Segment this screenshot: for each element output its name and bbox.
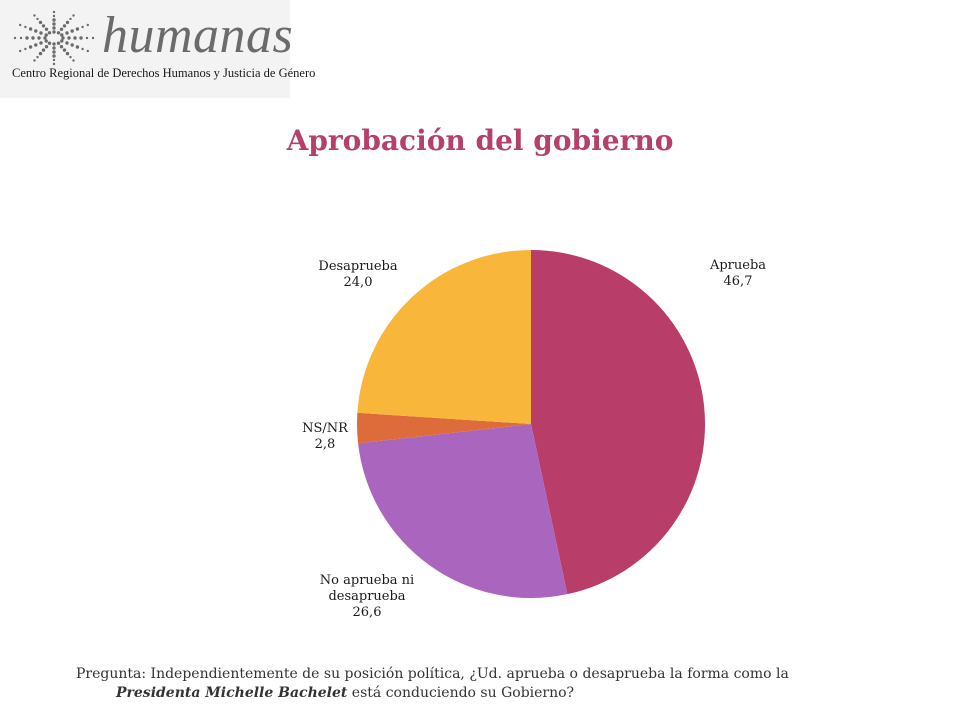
logo-dot — [19, 36, 23, 40]
logo-dot — [59, 27, 64, 31]
logo-dot — [52, 14, 56, 18]
logo-dot — [33, 14, 36, 17]
logo-dot — [56, 31, 61, 35]
logo-dot — [65, 41, 69, 45]
logo-dot — [61, 36, 65, 40]
logo-dot — [69, 55, 72, 59]
logo-dot — [52, 46, 56, 50]
logo-dot — [69, 17, 72, 21]
logo-dot — [44, 45, 49, 49]
question-line-1: Pregunta: Independientemente de su posic… — [76, 666, 789, 682]
logo-dot — [52, 18, 56, 22]
logo-dot — [38, 20, 43, 25]
pie-slice — [358, 424, 568, 599]
pie-slice — [357, 412, 531, 444]
chart-title: Aprobación del gobierno — [286, 124, 674, 157]
question-suffix: está conduciendo su Gobierno? — [347, 685, 575, 701]
question-text: Pregunta: Independientemente de su posic… — [76, 665, 936, 703]
logo-dot — [37, 36, 41, 40]
logo-dot — [36, 17, 39, 21]
logo-dot — [75, 27, 80, 31]
logo-dot — [25, 36, 29, 40]
logo-dot — [41, 48, 46, 52]
logo-dot — [60, 33, 64, 37]
logo-dot — [60, 39, 64, 43]
slice-label: NS/NR 2,8 — [302, 421, 349, 452]
logo-dot — [28, 27, 33, 31]
logo-dot — [19, 23, 22, 27]
logo-dot — [39, 41, 43, 45]
logo-dot — [34, 43, 38, 47]
slice-label: Desaprueba 24,0 — [318, 259, 397, 290]
logo-dot — [28, 45, 33, 49]
pie-slice — [357, 250, 531, 424]
logo-dot — [62, 48, 67, 52]
logo: humanas Centro Regional de Derechos Huma… — [0, 0, 316, 98]
slice-label: No aprueba ni desaprueba 26,6 — [320, 573, 414, 620]
logo-dot — [47, 41, 52, 45]
logo-dot — [19, 49, 22, 53]
logo-dot — [62, 24, 67, 28]
logo-dot — [52, 58, 56, 62]
logo-dot — [39, 31, 43, 35]
humanas-dotted-star-icon — [13, 10, 95, 66]
logo-dot — [33, 59, 36, 62]
logo-dot — [86, 23, 90, 27]
logo-dot — [52, 42, 56, 46]
logo-dot — [65, 20, 70, 25]
logo-wordmark: humanas — [102, 7, 294, 64]
logo-dot — [81, 25, 84, 29]
logo-dot — [13, 36, 17, 40]
logo-dot — [91, 36, 95, 40]
logo-subtitle: Centro Regional de Derechos Humanos y Ju… — [12, 66, 316, 80]
logo-dot — [65, 51, 70, 56]
logo-dot — [70, 29, 74, 33]
logo-dot — [73, 36, 77, 40]
logo-dot — [47, 31, 52, 35]
logo-dot — [85, 36, 89, 40]
logo-dot — [52, 30, 56, 34]
logo-dot — [52, 26, 56, 30]
logo-dot — [24, 25, 27, 29]
logo-dot — [81, 47, 84, 51]
question-line-2: Presidenta Michelle Bachelet está conduc… — [76, 684, 936, 703]
logo-dot — [52, 10, 56, 14]
logo-dot — [34, 29, 38, 33]
logo-dot — [56, 41, 61, 45]
slice-label: Aprueba 46,7 — [709, 258, 766, 289]
logo-dot — [72, 59, 75, 62]
logo-dot — [52, 22, 56, 26]
logo-dot — [36, 55, 39, 59]
logo-dot — [44, 27, 49, 31]
logo-dot — [52, 50, 56, 54]
logo-dot — [59, 45, 64, 49]
logo-dot — [31, 36, 35, 40]
logo-dot — [75, 45, 80, 49]
question-bold: Presidenta Michelle Bachelet — [116, 685, 348, 701]
logo-dot — [44, 33, 48, 37]
logo-dot — [72, 14, 75, 17]
logo-dot — [52, 54, 56, 58]
logo-dot — [65, 31, 69, 35]
logo-dot — [24, 47, 27, 51]
logo-dot — [38, 51, 43, 56]
logo-dot — [52, 62, 56, 66]
logo-dot — [70, 43, 74, 47]
logo-dot — [41, 24, 46, 28]
logo-dot — [44, 39, 48, 43]
logo-dot — [43, 36, 47, 40]
logo-dot — [86, 49, 90, 53]
pie-slice — [531, 250, 706, 595]
logo-dot — [79, 36, 83, 40]
logo-dot — [67, 36, 71, 40]
